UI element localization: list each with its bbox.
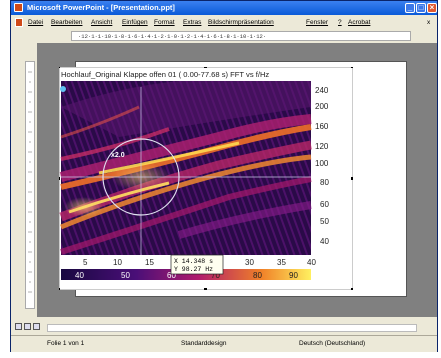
normal-view-button[interactable] (15, 323, 22, 330)
y-tick: 50 (320, 217, 329, 226)
colorbar-tick: 60 (167, 271, 176, 280)
colorbar-tick: 50 (121, 271, 130, 280)
y-tick: 240 (315, 86, 329, 95)
x-tick: 15 (145, 258, 154, 267)
slide-editing-area[interactable]: Hochlauf_Original Klappe offen 01 ( 0.00… (37, 43, 437, 317)
y-tick: 40 (320, 237, 329, 246)
status-slide-number: Folie 1 von 1 (47, 340, 85, 347)
document-close-icon[interactable]: x (427, 19, 431, 26)
zoom-factor-label: x2.0 (111, 152, 125, 159)
slide-sorter-view-button[interactable] (24, 323, 31, 330)
status-bar: Folie 1 von 1 Standarddesign Deutsch (De… (11, 335, 437, 352)
status-design: Standarddesign (181, 340, 227, 347)
menu-help[interactable]: ? (338, 19, 342, 26)
powerpoint-window: Microsoft PowerPoint - [Presentation.ppt… (10, 0, 438, 352)
menu-extras[interactable]: Extras (183, 19, 202, 26)
status-language: Deutsch (Deutschland) (299, 340, 366, 347)
menu-acrobat[interactable]: Acrobat (348, 19, 371, 26)
horizontal-ruler: ·12·1·1·10·1·8·1·6·1·4·1·2·1·0·1·2·1·4·1… (71, 31, 411, 41)
vertical-ruler (25, 61, 35, 309)
x-tick: 5 (83, 258, 88, 267)
title-bar: Microsoft PowerPoint - [Presentation.ppt… (11, 1, 437, 15)
window-title: Microsoft PowerPoint - [Presentation.ppt… (27, 3, 175, 12)
readout-y: Y 98.27 Hz (174, 266, 213, 273)
plot-title: Hochlauf_Original Klappe offen 01 ( 0.00… (61, 70, 269, 79)
colorbar-tick: 80 (253, 271, 262, 280)
y-tick: 160 (315, 122, 329, 131)
menu-bearbeiten[interactable]: Bearbeiten (51, 19, 83, 26)
y-tick: 80 (320, 178, 329, 187)
readout-x: X 14.348 s (174, 258, 213, 265)
powerpoint-app-icon (14, 3, 23, 12)
zoom-lens[interactable]: x2.0 (60, 86, 311, 255)
menu-format[interactable]: Format (154, 19, 175, 26)
marker-icon (60, 86, 66, 92)
ruler-ticks (28, 71, 32, 293)
x-tick: 35 (277, 258, 286, 267)
menu-bar: Datei Bearbeiten Ansicht Einfügen Format… (11, 17, 437, 29)
ruler-scale: ·12·1·1·10·1·8·1·6·1·4·1·2·1·0·1·2·1·4·1… (78, 33, 267, 40)
document-icon[interactable] (15, 18, 23, 27)
menu-datei[interactable]: Datei (28, 19, 44, 26)
maximize-button[interactable]: □ (416, 3, 426, 13)
horizontal-scrollbar[interactable] (47, 324, 417, 332)
x-tick: 30 (245, 258, 254, 267)
y-tick: 120 (315, 142, 329, 151)
spectrogram-heatmap (59, 81, 312, 255)
y-tick: 200 (315, 102, 329, 111)
colorbar (61, 269, 311, 280)
cursor-readout: X 14.348 s Y 98.27 Hz (170, 254, 224, 275)
slideshow-view-button[interactable] (33, 323, 40, 330)
x-tick: 10 (113, 258, 122, 267)
spectrogram-plot[interactable]: Hochlauf_Original Klappe offen 01 ( 0.00… (59, 67, 353, 290)
colorbar-tick: 40 (75, 271, 84, 280)
menu-bildschirmpraesentation[interactable]: Bildschirmpräsentation (208, 19, 274, 26)
y-tick: 60 (320, 200, 329, 209)
menu-einfuegen[interactable]: Einfügen (122, 19, 148, 26)
x-tick: 40 (307, 258, 316, 267)
zoom-circle[interactable] (102, 138, 180, 216)
y-axis-labels: 240 200 160 120 100 80 60 50 40 (315, 86, 329, 246)
selection-handles[interactable] (59, 67, 353, 290)
close-button[interactable]: × (427, 3, 437, 13)
view-bar (11, 319, 437, 335)
menu-ansicht[interactable]: Ansicht (91, 19, 113, 26)
minimize-button[interactable]: _ (405, 3, 415, 13)
menu-fenster[interactable]: Fenster (306, 19, 329, 26)
colorbar-tick: 90 (289, 271, 298, 280)
y-tick: 100 (315, 159, 329, 168)
colorbar-labels: 40 50 60 70 80 90 (75, 271, 298, 280)
colorbar-tick: 70 (211, 271, 220, 280)
